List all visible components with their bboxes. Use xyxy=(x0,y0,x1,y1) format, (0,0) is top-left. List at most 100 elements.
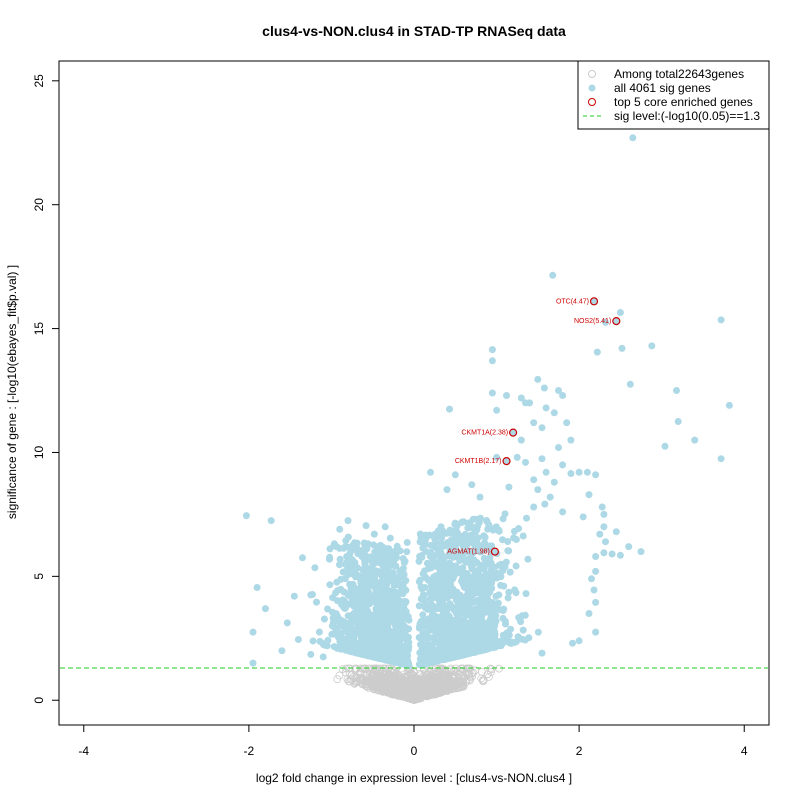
sig-point xyxy=(431,593,439,601)
nonsig-point xyxy=(405,691,414,700)
sig-point xyxy=(364,607,372,615)
nonsig-point xyxy=(415,692,424,701)
sig-point xyxy=(542,404,550,412)
sig-point xyxy=(462,584,470,592)
sig-point xyxy=(505,547,513,555)
sig-point xyxy=(424,532,431,540)
sig-point xyxy=(440,562,448,570)
nonsig-point xyxy=(347,671,356,679)
nonsig-point xyxy=(352,678,361,687)
sig-point xyxy=(478,635,486,643)
sig-point xyxy=(444,611,452,619)
sig-point xyxy=(419,611,427,619)
sig-point xyxy=(559,508,567,516)
sig-point xyxy=(460,632,468,640)
sig-point xyxy=(316,637,324,645)
sig-point xyxy=(522,458,529,466)
nonsig-point xyxy=(448,680,457,688)
sig-point xyxy=(467,620,475,628)
sig-point xyxy=(637,548,645,556)
sig-point xyxy=(421,584,429,591)
sig-point xyxy=(512,562,520,570)
sig-point xyxy=(592,628,600,636)
sig-point xyxy=(355,547,363,555)
sig-point xyxy=(550,478,558,486)
nonsig-point xyxy=(411,688,420,696)
sig-point xyxy=(364,630,372,638)
sig-point xyxy=(361,551,369,559)
sig-point xyxy=(505,588,513,596)
nonsig-point xyxy=(372,673,381,682)
sig-point xyxy=(453,522,461,530)
sig-point xyxy=(346,590,354,598)
sig-point xyxy=(366,598,373,606)
nonsig-point xyxy=(400,676,409,685)
sig-point xyxy=(446,562,453,570)
sig-point xyxy=(335,633,342,641)
legend-marker-top xyxy=(588,98,596,106)
sig-point xyxy=(390,651,398,659)
sig-point xyxy=(457,605,465,613)
y-tick-label: 10 xyxy=(32,445,46,459)
nonsig-point xyxy=(390,684,399,693)
sig-point xyxy=(506,568,514,576)
sig-point xyxy=(446,647,454,655)
sig-point xyxy=(600,523,608,531)
top-gene-label: AGMAT(1.98) xyxy=(447,549,490,556)
legend-label-sig: all 4061 sig genes xyxy=(614,81,711,95)
sig-point xyxy=(435,586,443,594)
sig-point xyxy=(392,626,400,634)
legend-marker-sig xyxy=(588,84,596,92)
sig-point xyxy=(386,534,394,542)
y-tick-label: 20 xyxy=(32,198,46,212)
sig-point xyxy=(370,571,377,579)
sig-point xyxy=(467,551,475,559)
sig-point xyxy=(474,534,482,542)
nonsig-point xyxy=(384,688,393,697)
legend-marker-total xyxy=(588,70,596,78)
sig-point xyxy=(494,599,502,607)
sig-point xyxy=(475,566,483,573)
sig-point xyxy=(444,568,452,576)
nonsig-point xyxy=(444,671,453,680)
x-tick-label: -2 xyxy=(244,744,255,758)
sig-point xyxy=(486,554,494,562)
sig-point xyxy=(538,424,546,432)
sig-point xyxy=(538,455,546,463)
sig-point xyxy=(456,552,464,560)
sig-point xyxy=(567,470,575,477)
nonsig-point xyxy=(432,682,441,691)
sig-point xyxy=(355,572,363,580)
x-axis: -4 -2 0 2 4 xyxy=(78,725,748,758)
sig-point xyxy=(444,636,452,644)
sig-point xyxy=(337,575,345,583)
sig-point xyxy=(475,626,483,634)
sig-point xyxy=(362,522,370,530)
sig-point xyxy=(392,588,400,596)
sig-point xyxy=(349,565,357,573)
x-tick-label: 0 xyxy=(411,744,418,758)
sig-point xyxy=(519,532,527,540)
sig-point xyxy=(422,659,430,667)
sig-point xyxy=(522,399,529,407)
sig-point xyxy=(541,500,549,508)
sig-point xyxy=(447,627,455,635)
sig-point xyxy=(361,638,369,645)
sig-point xyxy=(345,543,353,551)
legend-box xyxy=(577,60,770,130)
sig-point xyxy=(391,617,399,625)
sig-point xyxy=(363,623,371,631)
sig-point xyxy=(443,486,451,494)
nonsig-point xyxy=(406,673,415,681)
sig-point xyxy=(330,540,338,548)
sig-point xyxy=(404,613,412,621)
legend: Among total22643genes all 4061 sig genes… xyxy=(577,60,770,130)
sig-point xyxy=(294,636,302,643)
nonsig-point xyxy=(424,684,433,693)
sig-point xyxy=(360,644,368,652)
sig-point xyxy=(600,549,608,557)
sig-point xyxy=(504,594,512,602)
sig-point xyxy=(375,596,383,604)
sig-point xyxy=(329,619,337,627)
top-gene-point xyxy=(589,297,599,306)
